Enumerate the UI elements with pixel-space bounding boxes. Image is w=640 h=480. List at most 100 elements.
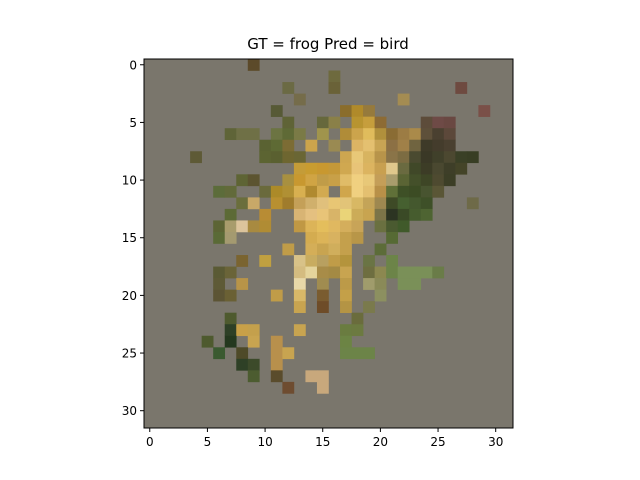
heatmap-cell (282, 381, 295, 394)
heatmap-cell (236, 174, 249, 187)
heatmap-cell (340, 128, 352, 141)
heatmap-cell (305, 255, 318, 267)
heatmap-cell (374, 139, 387, 152)
heatmap-cell (328, 197, 341, 210)
heatmap-cell (386, 151, 398, 164)
heatmap-cell (259, 220, 272, 233)
heatmap-cell (328, 243, 341, 256)
heatmap-cell (328, 116, 341, 129)
heatmap-cell (432, 139, 445, 152)
heatmap-cell (397, 266, 410, 279)
heatmap-cell (270, 128, 283, 141)
heatmap-cell (420, 116, 433, 129)
heatmap-cell (386, 128, 398, 141)
heatmap-cell (397, 220, 410, 233)
y-tick-label: 25 (122, 347, 137, 361)
heatmap-cell (328, 266, 341, 279)
chart-title: GT = frog Pred = bird (247, 35, 409, 53)
heatmap-cell (305, 266, 318, 279)
heatmap-cell (397, 93, 410, 106)
heatmap-cell (224, 289, 237, 302)
heatmap-cell (363, 105, 375, 117)
heatmap-cell (328, 220, 341, 233)
heatmap-cell (340, 255, 352, 267)
heatmap-cell (397, 174, 410, 187)
heatmap-cell (351, 151, 364, 164)
heatmap-cell (432, 162, 445, 175)
heatmap-cell (247, 370, 260, 383)
heatmap-cell (236, 197, 249, 210)
heatmap-cell (374, 128, 387, 141)
heatmap-cell (351, 105, 364, 117)
heatmap-cell (293, 197, 306, 210)
heatmap-cell (351, 347, 364, 360)
heatmap-cell (363, 197, 375, 210)
heatmap-cell (351, 116, 364, 129)
heatmap-cell (316, 255, 329, 267)
heatmap-cell (213, 289, 226, 302)
heatmap-cell (282, 347, 295, 360)
heatmap-cell (363, 347, 375, 360)
heatmap-cell (351, 185, 364, 198)
heatmap-cell (328, 174, 341, 187)
heatmap-cell (374, 220, 387, 233)
heatmap-cell (316, 116, 329, 129)
heatmap-cell (397, 162, 410, 175)
heatmap-cell (282, 82, 295, 94)
heatmap-cell (397, 208, 410, 221)
heatmap-cell (432, 128, 445, 141)
heatmap-cell (432, 266, 445, 279)
heatmap-cell (363, 301, 375, 313)
heatmap-cell (409, 266, 422, 279)
heatmap-cell (363, 266, 375, 279)
heatmap-cell (351, 139, 364, 152)
heatmap-cell (374, 151, 387, 164)
heatmap-cell (363, 185, 375, 198)
heatmap-cell (293, 93, 306, 106)
heatmap-cell (351, 220, 364, 233)
heatmap-cell (224, 335, 237, 348)
heatmap-cell (340, 243, 352, 256)
heatmap-cell (224, 128, 237, 141)
x-axis: 0 5 10 15 20 25 30 (146, 428, 503, 449)
heatmap-cell (305, 162, 318, 175)
heatmap-cell (420, 139, 433, 152)
heatmap-cell (270, 197, 283, 210)
heatmap-cell (282, 128, 295, 141)
heatmap-cell (443, 116, 456, 129)
heatmap-cell (420, 151, 433, 164)
heatmap-cell (374, 289, 387, 302)
heatmap-cell (293, 128, 306, 141)
heatmap-cell (282, 151, 295, 164)
heatmap-cell (340, 231, 352, 244)
heatmap-cell (213, 347, 226, 360)
heatmap-cell (409, 151, 422, 164)
heatmap-cell (340, 197, 352, 210)
heatmap-cell (247, 174, 260, 187)
heatmap-cell (293, 278, 306, 290)
heatmap-cell (293, 324, 306, 337)
heatmap-cell (282, 243, 295, 256)
heatmap-cell (305, 139, 318, 152)
heatmap-cell (270, 289, 283, 302)
y-tick-label: 10 (122, 174, 137, 188)
heatmap-cell (420, 162, 433, 175)
heatmap-cell (270, 185, 283, 198)
heatmap-cell (386, 197, 398, 210)
heatmap-cell (259, 151, 272, 164)
heatmap-cell (443, 162, 456, 175)
heatmap-cell (340, 324, 352, 337)
heatmap-cell (386, 220, 398, 233)
heatmap-cell (236, 128, 249, 141)
heatmap-cell (455, 151, 468, 164)
heatmap-cell (316, 278, 329, 290)
heatmap-cell (328, 255, 341, 267)
heatmap-cell (340, 278, 352, 290)
heatmap-cell (247, 220, 260, 233)
heatmap-cell (340, 151, 352, 164)
heatmap-cell (386, 139, 398, 152)
heatmap-cell (236, 324, 249, 337)
heatmap-cell (340, 185, 352, 198)
heatmap-cell (443, 174, 456, 187)
